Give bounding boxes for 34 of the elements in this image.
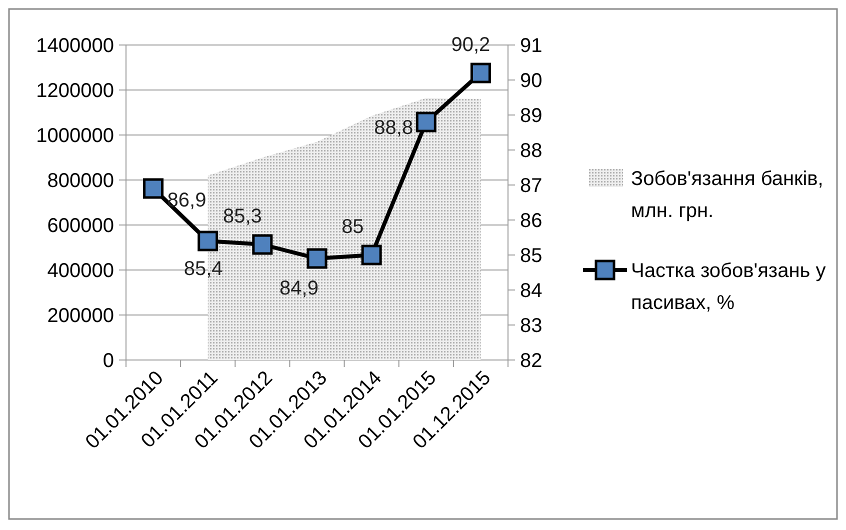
data-label: 86,9 xyxy=(167,190,206,212)
data-label: 84,9 xyxy=(280,278,318,300)
data-label: 88,8 xyxy=(374,117,414,139)
y-tick-label: 600000 xyxy=(47,215,114,237)
point xyxy=(143,178,164,199)
data-label: 85 xyxy=(342,216,364,238)
point xyxy=(198,230,218,252)
y-tick-label: 1400000 xyxy=(36,35,114,57)
y-tick-label: 400000 xyxy=(47,260,114,282)
y2-tick-label: 88 xyxy=(520,140,542,162)
y2-tick-label: 89 xyxy=(520,105,542,127)
data-label: 90,2 xyxy=(451,34,490,56)
y2-tick-label: 86 xyxy=(520,210,542,232)
y2-tick-label: 84 xyxy=(520,280,542,302)
y-tick-label: 200000 xyxy=(47,305,114,327)
y2-tick-label: 83 xyxy=(520,315,542,337)
y2-tick-label: 85 xyxy=(520,245,542,267)
y2-tick-label: 82 xyxy=(520,350,542,372)
point xyxy=(306,248,328,269)
legend-label: Зобов'язання банків, млн. грн. xyxy=(631,168,824,222)
point xyxy=(361,244,382,266)
data-label: 85,3 xyxy=(222,206,262,228)
point xyxy=(416,112,436,132)
y2-tick-label: 91 xyxy=(520,35,542,57)
y-tick-label: 1000000 xyxy=(36,125,114,147)
point xyxy=(252,234,273,255)
y-tick-label: 0 xyxy=(102,350,114,372)
y-tick-label: 1200000 xyxy=(36,80,114,102)
legend-label: Частка зобов'язань у пасивах, % xyxy=(631,260,826,314)
point xyxy=(470,62,491,84)
data-label: 85,4 xyxy=(184,258,223,280)
y2-tick-label: 87 xyxy=(520,175,542,197)
y2-tick-label: 90 xyxy=(520,70,542,92)
y-tick-label: 800000 xyxy=(47,170,114,192)
